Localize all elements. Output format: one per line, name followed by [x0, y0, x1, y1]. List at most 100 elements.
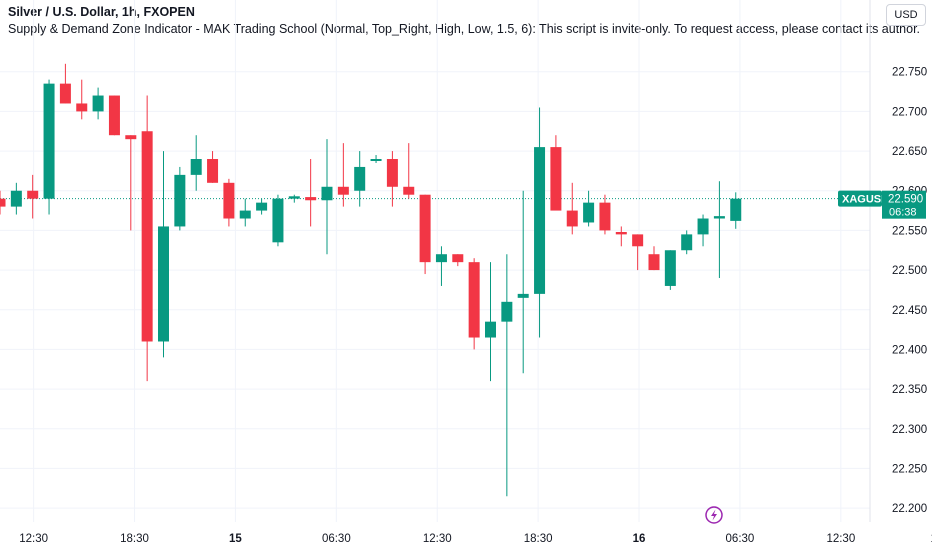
symbol-tag-text: XAGUSD [842, 194, 889, 206]
symbol-tag [838, 190, 882, 207]
candle [485, 262, 496, 382]
x-tick-label: 16 [633, 533, 646, 545]
candle-body [354, 166, 366, 191]
chart-title: Silver / U.S. Dollar, 1h, FXOPEN [8, 5, 195, 19]
candle-body [207, 159, 219, 183]
candle [419, 194, 431, 275]
candle [501, 254, 513, 497]
candle [370, 155, 382, 163]
candle [681, 230, 693, 255]
candle-body [386, 159, 398, 187]
candle [517, 190, 529, 374]
candle [125, 135, 137, 231]
indicator-legend[interactable]: Supply & Demand Zone Indicator - MAK Tra… [8, 22, 921, 36]
candle [337, 143, 349, 207]
candle-body [403, 186, 415, 195]
candle-body [452, 254, 464, 263]
candle-body [108, 95, 120, 136]
candle-body [59, 83, 71, 104]
candle [141, 95, 153, 382]
lightning-icon[interactable] [705, 506, 723, 524]
countdown-text: 06:38 [889, 207, 917, 219]
candle-body [468, 262, 480, 338]
candle-body [158, 226, 169, 342]
y-tick-label: 22.450 [892, 305, 927, 317]
candle [92, 87, 104, 120]
candle-body [174, 174, 186, 227]
candle [730, 192, 742, 229]
price-axis[interactable]: 22.75022.70022.65022.60022.55022.50022.4… [892, 67, 927, 515]
candle [713, 181, 725, 279]
time-axis[interactable]: 12:30 18:30 15 06:30 12:30 18:30 16 06:30 12:30 1… [19, 533, 932, 545]
candle-body [615, 232, 627, 235]
candle-body [92, 95, 104, 112]
candle-body [517, 293, 529, 298]
candle-body [43, 83, 55, 199]
candle-body [0, 198, 6, 207]
candle [158, 151, 169, 358]
candle-body [10, 190, 22, 207]
x-tick-label: 12:30 [19, 533, 48, 545]
candle-body [566, 210, 578, 227]
candle [386, 151, 398, 207]
candle-body [632, 234, 644, 247]
candle-body [76, 103, 88, 112]
candles [0, 63, 742, 497]
candle-body [321, 186, 333, 201]
price-label: XAGUSD 22.590 06:38 [838, 190, 926, 219]
candle [550, 135, 562, 211]
y-tick-label: 22.500 [892, 265, 927, 277]
y-tick-label: 22.200 [892, 503, 927, 515]
x-tick-label: 18:30 [120, 533, 149, 545]
candle [534, 107, 546, 338]
x-tick-label: 06:30 [322, 533, 351, 545]
candle [0, 190, 6, 215]
y-tick-label: 22.750 [892, 67, 927, 79]
candle [59, 63, 71, 104]
candle-body [223, 182, 235, 219]
candle [648, 246, 660, 271]
candle [207, 151, 219, 183]
candle [615, 226, 627, 247]
candle-body [305, 197, 317, 201]
y-tick-label: 22.300 [892, 424, 927, 436]
x-tick-label: 18:30 [524, 533, 553, 545]
candle-body [272, 198, 284, 243]
candle [10, 182, 22, 215]
last-price-text: 22.590 [888, 194, 923, 206]
candle [599, 194, 611, 235]
candle-body [256, 202, 268, 211]
candle [272, 194, 284, 247]
candle-body [550, 147, 562, 211]
candle-body [664, 250, 676, 286]
last-price-tag [882, 190, 926, 219]
candle-body [190, 159, 202, 175]
candle [697, 214, 709, 247]
x-tick-label: 15 [229, 533, 242, 545]
candle [239, 198, 251, 227]
candle-body [534, 147, 546, 294]
y-tick-label: 22.250 [892, 463, 927, 475]
currency-button[interactable]: USD [886, 4, 926, 26]
grid-lines [0, 0, 870, 522]
candle-body [501, 301, 513, 322]
candle [305, 159, 317, 227]
x-tick-label: 12:30 [826, 533, 855, 545]
candle [452, 254, 464, 267]
y-tick-label: 22.700 [892, 106, 927, 118]
candle-body [370, 159, 382, 162]
y-tick-label: 22.400 [892, 344, 927, 356]
candle-body [337, 186, 349, 195]
x-tick-label: 17:3 [931, 533, 932, 545]
candle-body [713, 216, 725, 219]
candle [435, 246, 447, 286]
candle-body [419, 194, 431, 263]
candle [468, 258, 480, 350]
candle-body [435, 254, 447, 263]
candle-body [599, 202, 611, 231]
candle-body [141, 131, 153, 342]
candle-body [288, 196, 300, 199]
candle [403, 143, 415, 199]
candle [43, 79, 55, 215]
